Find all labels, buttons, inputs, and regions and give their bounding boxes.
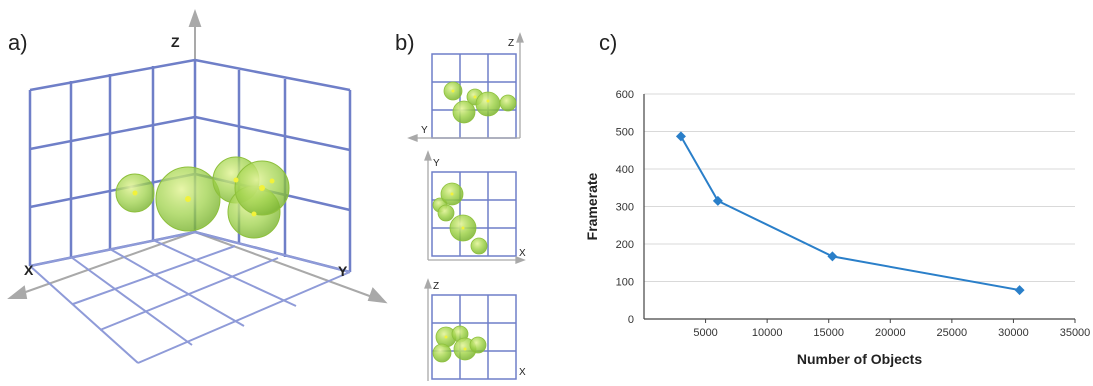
x-tick-label: 10000 — [752, 327, 783, 339]
bottom-view-x-label: X — [519, 367, 526, 378]
floor-grid — [29, 231, 351, 364]
back-left-wall-grid — [28, 58, 197, 268]
y-tick-label: 400 — [616, 164, 634, 176]
y-axis-line — [194, 231, 376, 299]
y-tick-label: 500 — [616, 127, 634, 139]
x-tick-label: 25000 — [937, 327, 968, 339]
bottom-view — [424, 278, 517, 381]
panel-a-label: a) — [8, 30, 28, 55]
y-tick-label: 600 — [616, 89, 634, 101]
panel-b-label: b) — [395, 30, 415, 55]
panel-b-orthographic-views: b) — [395, 0, 555, 381]
y-axis-title: Framerate — [584, 172, 600, 240]
y-tick-label: 200 — [616, 239, 634, 251]
y-tick-label: 100 — [616, 277, 634, 289]
y-axis-arrow — [367, 287, 388, 304]
x-tick-label: 5000 — [693, 327, 717, 339]
top-view — [407, 32, 524, 142]
z-axis-arrow — [188, 9, 202, 27]
x-axis-title: Number of Objects — [797, 351, 922, 367]
x-tick-label: 30000 — [998, 327, 1029, 339]
panel-c-chart: c) 0 100 200 300 400 500 600 5000 10000 15000 2000… — [555, 0, 1093, 381]
y-tick-label: 300 — [616, 202, 634, 214]
middle-view-x-label: X — [519, 248, 526, 259]
series-line — [680, 135, 1020, 292]
data-point — [827, 251, 838, 262]
x-tick-label: 15000 — [813, 327, 844, 339]
data-point — [675, 131, 686, 142]
panel-c-label: c) — [599, 30, 618, 55]
middle-view — [424, 150, 526, 264]
x-axis-arrow — [7, 285, 28, 299]
x-axis-label: X — [24, 262, 34, 278]
z-axis-label: Z — [171, 34, 180, 50]
panel-b-figure — [407, 32, 526, 381]
data-point — [712, 195, 723, 206]
top-view-y-label: Y — [421, 125, 428, 136]
bottom-view-z-label: Z — [433, 281, 440, 292]
panel-a-3d-view: a) — [0, 0, 395, 381]
x-tick-label: 35000 — [1060, 327, 1091, 339]
middle-view-y-label: Y — [433, 158, 440, 169]
data-point — [1014, 285, 1025, 296]
top-view-z-label: Z — [508, 38, 515, 49]
y-tick-label: 0 — [628, 314, 634, 326]
spheres-group — [115, 156, 290, 239]
x-tick-label: 20000 — [875, 327, 906, 339]
panel-a-figure — [7, 9, 388, 364]
framerate-chart: 0 100 200 300 400 500 600 5000 10000 15000 20000 25… — [584, 89, 1091, 367]
y-axis-label: Y — [338, 263, 348, 279]
